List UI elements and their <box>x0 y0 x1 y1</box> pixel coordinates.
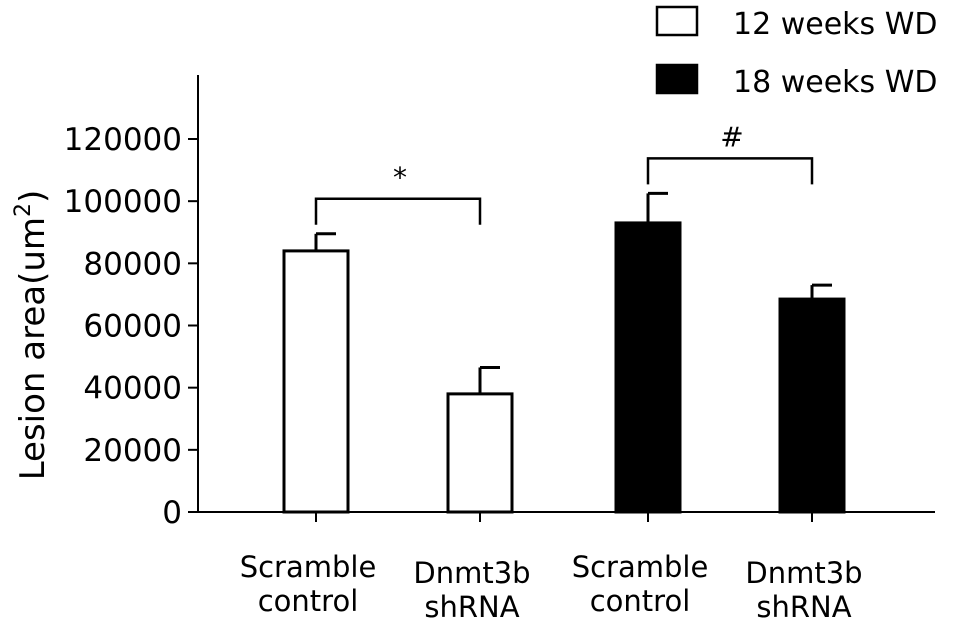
y-tick-label: 40000 <box>83 371 182 407</box>
significance-brackets: *# <box>314 120 814 225</box>
y-axis-label-close: ) <box>13 190 53 203</box>
y-tick-label: 80000 <box>83 246 182 282</box>
y-axis-label-text: Lesion area(um <box>13 217 53 480</box>
category-label-line: control <box>590 584 691 618</box>
axes: 0 20000 40000 60000 80000 100000 120000 <box>64 75 935 531</box>
category-label: Scramble control <box>572 550 709 618</box>
significance-bracket <box>646 157 814 185</box>
legend-swatch <box>655 5 699 37</box>
category-label-line: Dnmt3b <box>413 556 530 590</box>
legend-swatch <box>655 63 699 95</box>
y-tick-label: 20000 <box>83 433 182 469</box>
legend-label: 12 weeks WD <box>733 7 937 42</box>
bars <box>282 191 846 514</box>
bar <box>614 221 682 514</box>
category-label-line: shRNA <box>424 590 519 624</box>
y-tick-label: 100000 <box>64 184 182 220</box>
category-label: Scramble control <box>240 550 377 618</box>
significance-mark: * <box>393 161 407 194</box>
legend-label: 18 weeks WD <box>733 65 937 100</box>
y-tick-label: 60000 <box>83 309 182 345</box>
category-label-line: Dnmt3b <box>745 556 862 590</box>
significance-mark: # <box>720 120 743 153</box>
category-label-line: shRNA <box>756 590 851 624</box>
category-label: Dnmt3b shRNA <box>413 556 530 624</box>
y-axis-label-superscript: 2 <box>11 203 36 217</box>
legend: 12 weeks WD 18 weeks WD <box>655 5 937 100</box>
y-tick-label: 120000 <box>64 122 182 158</box>
bar <box>446 392 514 514</box>
category-label-line: control <box>258 584 359 618</box>
significance-bracket <box>314 197 482 225</box>
category-label: Dnmt3b shRNA <box>745 556 862 624</box>
y-tick-label: 0 <box>162 495 182 531</box>
y-axis-label: Lesion area(um2) <box>11 190 53 481</box>
bar <box>778 297 846 514</box>
category-label-line: Scramble <box>240 550 377 584</box>
bar <box>282 249 350 514</box>
category-label-line: Scramble <box>572 550 709 584</box>
